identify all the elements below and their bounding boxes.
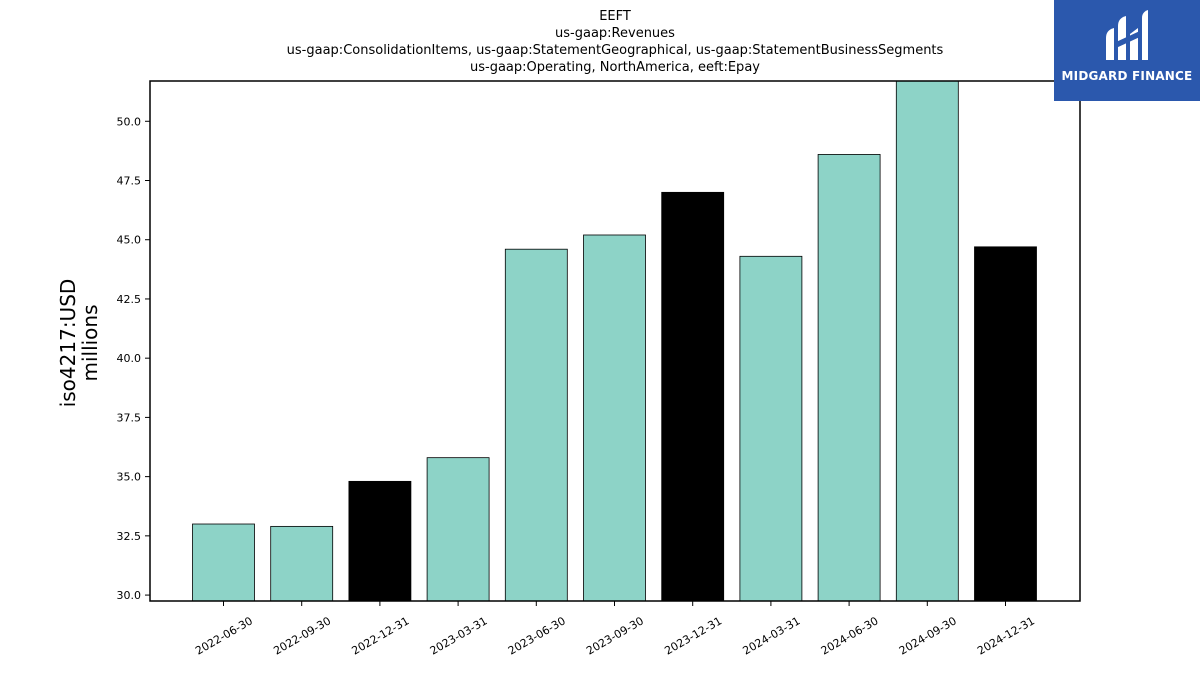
x-tick-label: 2023-06-30 [506,614,568,657]
y-axis-label-line: iso4217:USD [56,279,80,408]
y-tick-label: 45.0 [117,234,142,247]
x-tick-label: 2023-12-31 [662,614,724,657]
bar-2022-12-31 [348,480,412,602]
x-tick-label: 2022-06-30 [193,614,255,657]
bar-2024-09-30 [895,80,959,602]
x-tick-label: 2022-12-31 [350,614,412,657]
y-axis: 30.0 32.5 35.0 37.5 40.0 42.5 45.0 47.5 50.0 [117,115,150,602]
bar-2022-09-30 [270,525,334,602]
bar-2023-06-30 [504,248,568,602]
y-tick-label: 32.5 [117,530,142,543]
x-tick-label: 2022-09-30 [271,614,333,657]
y-tick-label: 30.0 [117,589,142,602]
brand-logo: MIDGARD FINANCE [1054,0,1200,101]
x-tick-label: 2024-12-31 [975,614,1037,657]
y-tick-label: 35.0 [117,471,142,484]
y-tick-label: 50.0 [117,115,142,128]
chart-title-line: us-gaap:ConsolidationItems, us-gaap:Stat… [287,43,944,58]
chart-title-line: us-gaap:Operating, NorthAmerica, eeft:Ep… [470,60,760,75]
bar-2023-03-31 [426,457,490,602]
chart-title-line: EEFT [599,9,631,24]
y-axis-label-line: millions [78,304,102,381]
x-tick-label: 2024-06-30 [819,614,881,657]
x-tick-label: 2023-03-31 [428,614,490,657]
x-tick-label: 2024-03-31 [741,614,803,657]
y-tick-label: 37.5 [117,411,142,424]
bar-2024-03-31 [739,255,803,602]
bar-2023-12-31 [661,191,725,602]
chart-title: EEFT us-gaap:Revenues us-gaap:Consolidatio… [287,9,944,75]
x-tick-label: 2024-09-30 [897,614,959,657]
y-tick-label: 42.5 [117,293,142,306]
x-axis: 2022-06-30 2022-09-30 2022-12-31 2023-03-31… [193,601,1037,658]
y-tick-label: 40.0 [117,352,142,365]
plot-frame [149,80,1081,602]
y-tick-label: 47.5 [117,174,142,187]
brand-name: MIDGARD FINANCE [1061,69,1193,83]
midgard-logo-icon [1106,10,1148,60]
bar-2024-12-31 [974,246,1037,602]
chart-title-line: us-gaap:Revenues [555,26,675,41]
x-tick-label: 2023-09-30 [584,614,646,657]
bars [192,80,1037,602]
bar-2023-09-30 [583,234,646,602]
bar-2024-06-30 [817,154,881,602]
bar-2022-06-30 [192,523,255,602]
